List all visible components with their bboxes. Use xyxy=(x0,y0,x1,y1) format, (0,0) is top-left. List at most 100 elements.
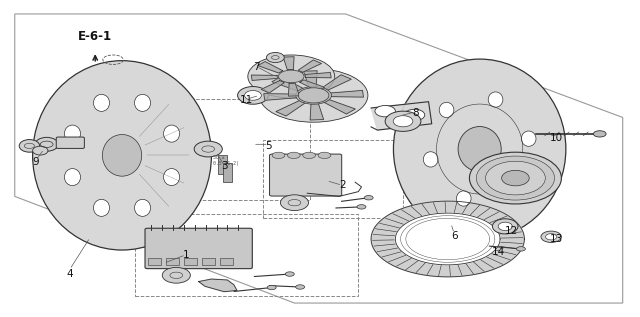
Ellipse shape xyxy=(33,146,48,155)
Polygon shape xyxy=(258,61,283,73)
Polygon shape xyxy=(371,102,432,130)
Text: 6: 6 xyxy=(451,231,458,241)
Polygon shape xyxy=(396,213,500,265)
Text: 4: 4 xyxy=(67,269,73,279)
Text: 7: 7 xyxy=(253,62,259,72)
Ellipse shape xyxy=(93,94,109,111)
Ellipse shape xyxy=(357,205,366,209)
Ellipse shape xyxy=(278,70,304,83)
Polygon shape xyxy=(310,104,324,120)
Text: 2: 2 xyxy=(339,180,346,190)
Ellipse shape xyxy=(268,285,276,290)
Bar xyxy=(192,99,310,199)
Text: 14: 14 xyxy=(492,247,506,256)
Text: 13: 13 xyxy=(550,234,563,244)
FancyBboxPatch shape xyxy=(269,154,342,196)
Ellipse shape xyxy=(102,134,141,176)
Bar xyxy=(166,258,179,265)
Bar xyxy=(220,258,232,265)
Polygon shape xyxy=(289,83,300,96)
Text: 3: 3 xyxy=(221,161,228,171)
Ellipse shape xyxy=(33,61,211,250)
Ellipse shape xyxy=(375,106,396,117)
Polygon shape xyxy=(198,279,237,292)
Bar xyxy=(218,155,227,174)
Ellipse shape xyxy=(164,125,180,142)
Ellipse shape xyxy=(393,116,413,127)
Ellipse shape xyxy=(545,234,557,240)
Text: 30 ±
0.5 (1.2): 30 ± 0.5 (1.2) xyxy=(212,155,239,165)
Ellipse shape xyxy=(516,247,525,251)
Ellipse shape xyxy=(404,109,425,121)
Bar xyxy=(184,258,196,265)
Ellipse shape xyxy=(19,139,40,152)
Ellipse shape xyxy=(498,222,512,230)
Ellipse shape xyxy=(296,285,305,289)
FancyBboxPatch shape xyxy=(56,137,84,148)
Text: 8: 8 xyxy=(412,108,419,118)
Polygon shape xyxy=(324,100,355,114)
FancyBboxPatch shape xyxy=(145,228,252,268)
Ellipse shape xyxy=(163,267,190,283)
Ellipse shape xyxy=(298,88,329,103)
Polygon shape xyxy=(300,80,324,91)
Bar xyxy=(223,163,232,182)
Bar xyxy=(135,214,358,296)
Ellipse shape xyxy=(93,199,109,216)
Ellipse shape xyxy=(522,131,536,146)
Polygon shape xyxy=(305,73,331,78)
Ellipse shape xyxy=(266,52,284,62)
Text: 12: 12 xyxy=(505,226,518,236)
Ellipse shape xyxy=(65,169,81,186)
Ellipse shape xyxy=(492,219,518,234)
Ellipse shape xyxy=(541,231,561,243)
Ellipse shape xyxy=(318,152,331,158)
Ellipse shape xyxy=(502,170,529,186)
Ellipse shape xyxy=(35,137,58,151)
Bar xyxy=(262,139,403,218)
Ellipse shape xyxy=(272,152,285,158)
Polygon shape xyxy=(330,90,364,97)
Text: 9: 9 xyxy=(33,157,39,167)
Text: E-6-1: E-6-1 xyxy=(78,30,112,43)
Polygon shape xyxy=(252,75,278,81)
Ellipse shape xyxy=(244,91,261,100)
Ellipse shape xyxy=(439,102,454,118)
Ellipse shape xyxy=(456,191,471,206)
Ellipse shape xyxy=(285,272,294,276)
Polygon shape xyxy=(322,75,351,90)
Bar xyxy=(202,258,214,265)
Ellipse shape xyxy=(248,55,335,98)
Ellipse shape xyxy=(65,125,81,142)
Polygon shape xyxy=(284,57,294,70)
Polygon shape xyxy=(264,94,297,100)
Ellipse shape xyxy=(287,152,300,158)
Ellipse shape xyxy=(194,141,222,157)
Ellipse shape xyxy=(506,180,520,196)
Text: 5: 5 xyxy=(266,141,272,151)
Ellipse shape xyxy=(486,161,545,195)
Ellipse shape xyxy=(488,92,503,107)
Polygon shape xyxy=(371,201,524,277)
Ellipse shape xyxy=(364,196,373,200)
Ellipse shape xyxy=(134,94,150,111)
Polygon shape xyxy=(276,100,305,116)
Ellipse shape xyxy=(476,156,554,200)
Ellipse shape xyxy=(458,126,501,171)
Ellipse shape xyxy=(385,111,421,131)
Ellipse shape xyxy=(259,68,368,122)
Polygon shape xyxy=(298,60,321,72)
Ellipse shape xyxy=(423,152,438,167)
Polygon shape xyxy=(272,77,303,91)
Polygon shape xyxy=(303,71,317,87)
Ellipse shape xyxy=(296,87,332,104)
Text: 10: 10 xyxy=(550,133,563,143)
Text: 1: 1 xyxy=(182,250,189,260)
Ellipse shape xyxy=(593,131,606,137)
Ellipse shape xyxy=(237,87,268,104)
Ellipse shape xyxy=(469,152,561,204)
Ellipse shape xyxy=(303,152,316,158)
Ellipse shape xyxy=(134,199,150,216)
Ellipse shape xyxy=(280,195,308,210)
Text: 11: 11 xyxy=(240,95,253,105)
